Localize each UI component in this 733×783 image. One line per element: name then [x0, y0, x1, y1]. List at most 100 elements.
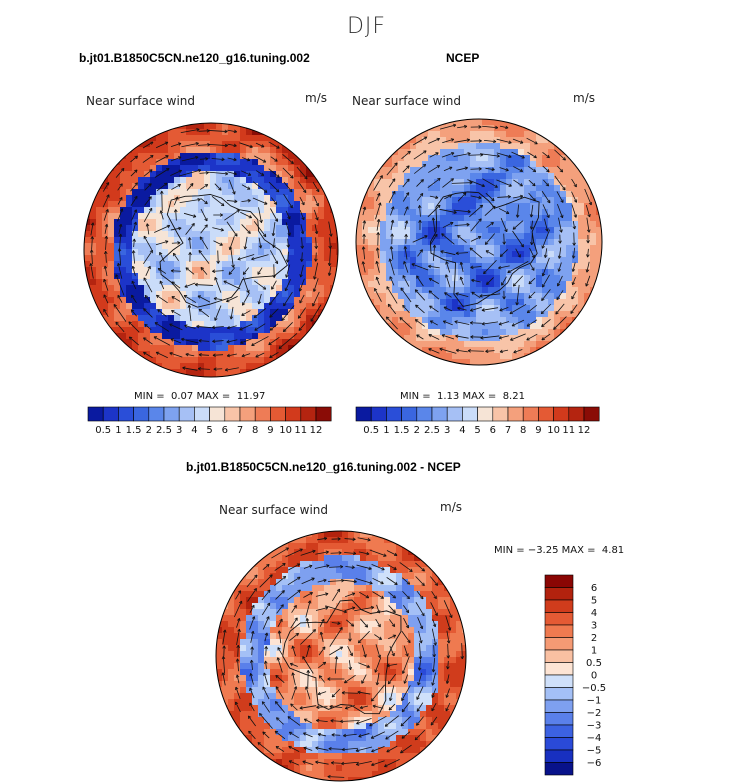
panel2-map-vector — [584, 188, 592, 206]
panel2-map-vector-head — [403, 246, 406, 250]
panel2-map-vector — [517, 204, 519, 218]
panel1-map-cell — [264, 177, 271, 184]
panel1-map-cell — [204, 267, 211, 274]
panel2-map-cell — [410, 221, 417, 228]
panel1-map-cell — [192, 171, 199, 178]
panel2-map-vector-head — [457, 307, 460, 311]
panel1-map-cell — [252, 207, 259, 214]
panel1-map-cell — [108, 249, 115, 256]
panel1-map-cell — [222, 159, 229, 166]
panel1-colorbar-box — [224, 406, 241, 422]
panel1-map-cell — [240, 129, 247, 136]
panel1-map-cell — [84, 291, 91, 298]
panel1-map-cell — [216, 255, 223, 262]
panel1-map-cell — [114, 285, 121, 292]
panel2-map-cell — [518, 239, 525, 246]
panel2-map-cell — [512, 329, 519, 336]
panel1-map-vector-head — [159, 251, 163, 255]
panel2-map-cell — [572, 305, 579, 312]
panel1-map-cell — [168, 183, 175, 190]
panel1-map-cell — [198, 225, 205, 232]
panel2-map-cell — [398, 227, 405, 234]
panel1-map-cell — [276, 231, 283, 238]
panel1-map-vector — [142, 141, 154, 149]
panel1-map-cell — [162, 261, 169, 268]
panel1-map-cell — [282, 339, 289, 346]
panel2-map-vector-head — [435, 197, 439, 200]
panel1-map-vector-head — [170, 270, 174, 273]
panel2-map — [355, 118, 603, 366]
panel1-min-value: 0.07 — [170, 391, 194, 402]
panel1-map-cell — [294, 291, 301, 298]
panel1-map-vector-head — [328, 273, 332, 276]
panel1-map-cell — [150, 189, 157, 196]
panel3-map-cell — [360, 609, 367, 616]
panel1-map-cell — [162, 153, 169, 160]
panel1-map-vector — [131, 280, 137, 290]
panel1-map-cell — [258, 333, 265, 340]
panel1-map-cell — [162, 189, 169, 196]
panel2-map-cell — [476, 353, 483, 360]
panel2-map-vector — [512, 230, 524, 248]
panel2-colorbar-tick-label: 8 — [520, 425, 526, 436]
panel1-map-vector — [131, 209, 137, 221]
panel2-map-vector — [375, 193, 381, 201]
panel3-map-cell — [426, 609, 433, 616]
panel1-map-cell — [180, 303, 187, 310]
panel3-map-cell — [282, 603, 289, 610]
panel2-map-cell — [386, 275, 393, 282]
panel1-map-vector-head — [134, 238, 136, 242]
panel2-map-vector-head — [557, 268, 560, 272]
panel2-map-cell — [356, 197, 363, 204]
panel3-map-cell — [378, 549, 385, 556]
panel2-map-vector-head — [528, 282, 532, 285]
panel2-map-vector-head — [541, 325, 545, 328]
panel2-map-cell — [368, 245, 375, 252]
panel1-map-vector — [240, 170, 252, 176]
panel2-map-cell — [482, 239, 489, 246]
panel1-map-cell — [96, 213, 103, 220]
panel2-map-vector-head — [444, 292, 447, 296]
panel1-map-vector-head — [169, 351, 173, 354]
panel1-map-vector — [268, 168, 280, 178]
panel2-map-cell — [548, 251, 555, 258]
panel2-map-cell — [572, 173, 579, 180]
panel1-map-vector — [185, 223, 195, 235]
panel1-map-cell — [126, 243, 133, 250]
panel1-map-cell — [120, 171, 127, 178]
panel3-map-cell — [288, 567, 295, 574]
panel2-map-vector-head — [491, 199, 495, 202]
panel1-map-cell — [150, 273, 157, 280]
panel1-map-vector-head — [219, 214, 223, 217]
panel1-map-cell — [300, 231, 307, 238]
panel3-map-cell — [396, 591, 403, 598]
panel2-map-vector — [430, 233, 438, 245]
panel2-map-cell — [500, 311, 507, 318]
panel1-map-cell — [108, 267, 115, 274]
panel2-map-cell — [482, 167, 489, 174]
panel1-map-cell — [282, 225, 289, 232]
panel2-map-vector-head — [469, 247, 472, 251]
panel2-map-cell — [458, 161, 465, 168]
panel1-map-vector-head — [178, 184, 181, 188]
panel2-map-cell — [578, 233, 585, 240]
panel2-map-cell — [434, 155, 441, 162]
panel1-colorbar-box — [270, 406, 286, 422]
panel1-map-cell — [288, 141, 295, 148]
panel3-map-cell — [384, 591, 391, 598]
panel2-map-vector — [401, 150, 411, 160]
panel2-map-vector-head — [520, 140, 524, 144]
panel2-map-cell — [500, 359, 507, 365]
panel2-map-vector-head — [434, 233, 438, 237]
panel1-map-cell — [150, 159, 157, 166]
panel1-colorbar-box — [118, 406, 134, 422]
panel1-map-cell — [294, 183, 301, 190]
panel2-map-cell — [434, 179, 441, 186]
panel1-map-vector-head — [143, 308, 145, 312]
panel3-map-cell — [444, 591, 451, 598]
panel2-map-cell — [380, 293, 387, 300]
panel2-map-cell — [422, 215, 429, 222]
panel2-map-cell — [452, 179, 459, 186]
panel2-map-cell — [446, 125, 453, 132]
panel1-map-vector-head — [156, 295, 159, 299]
